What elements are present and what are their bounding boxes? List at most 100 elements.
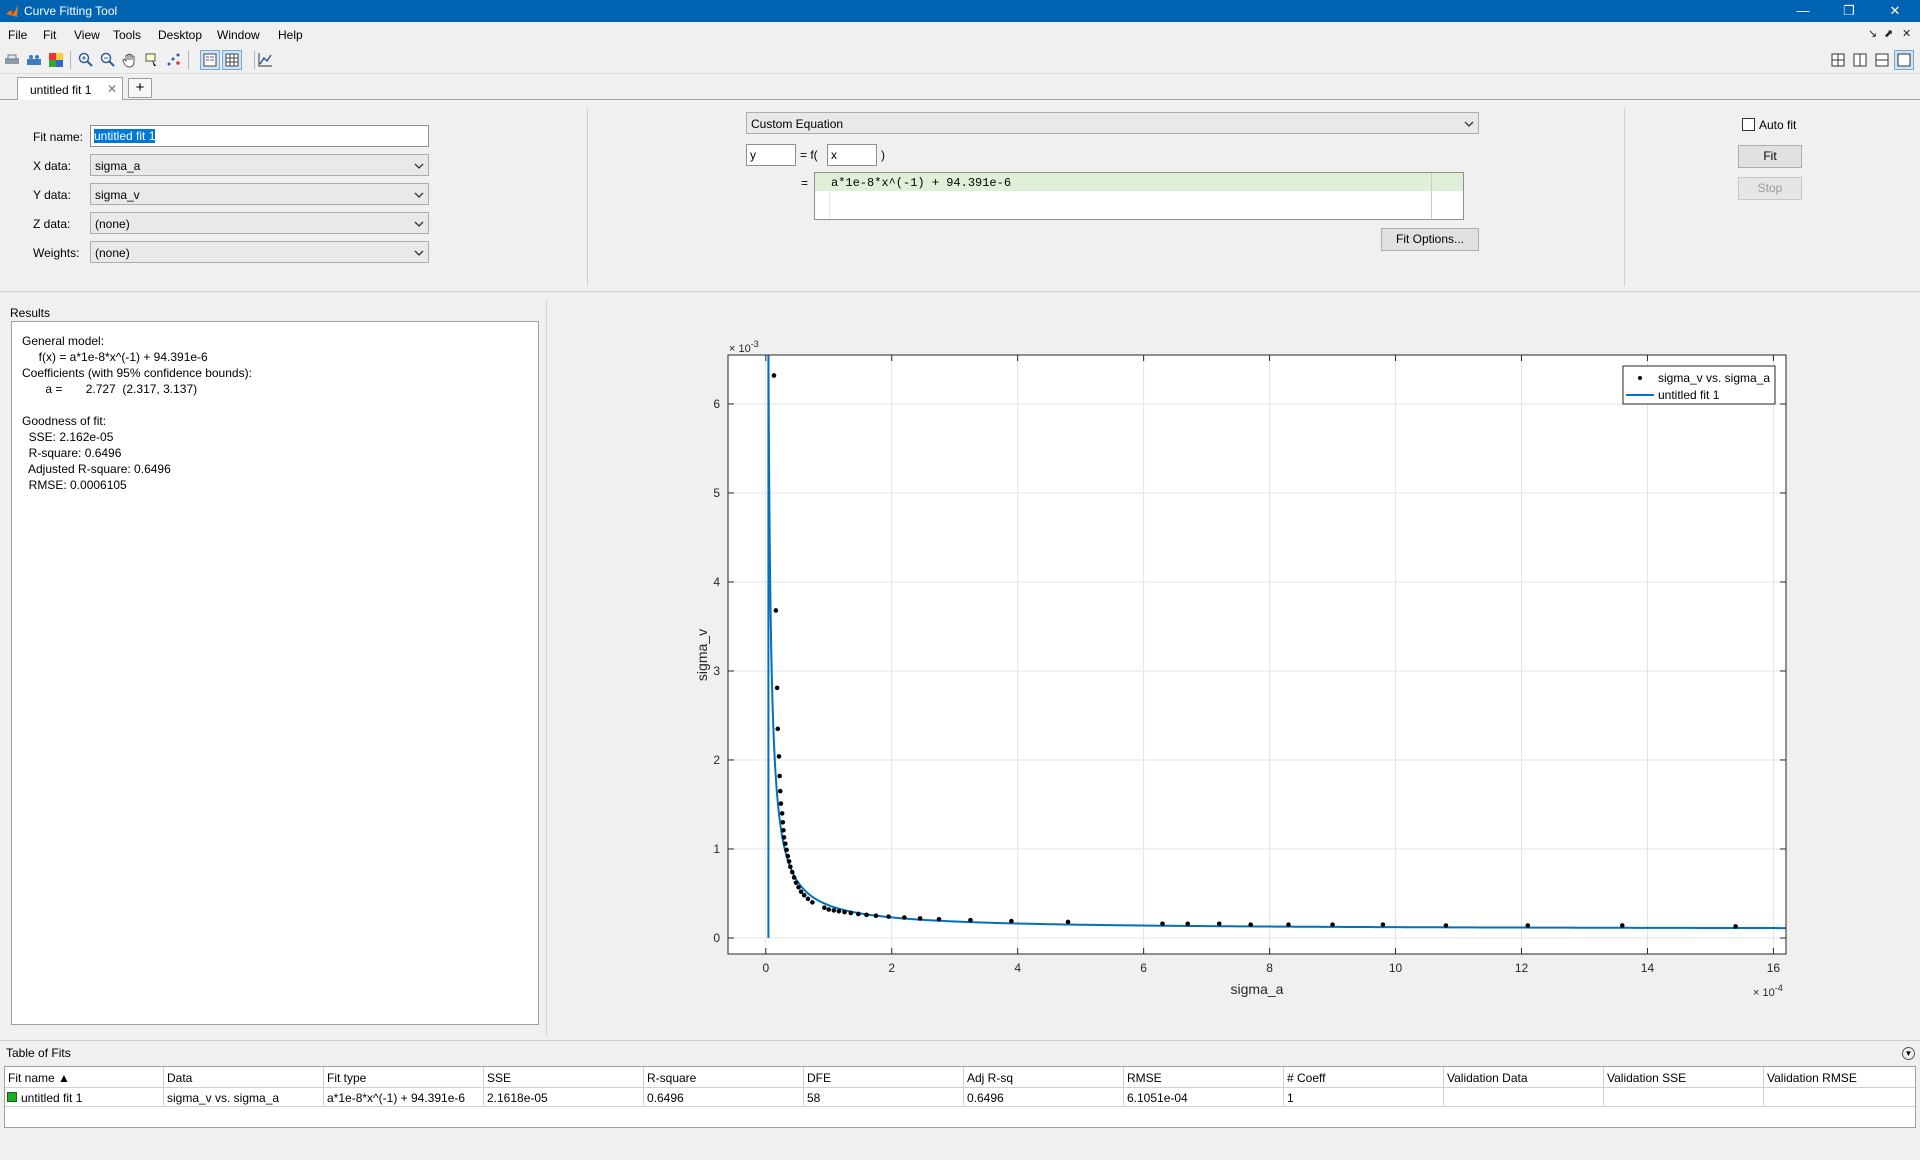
colormap-icon[interactable] bbox=[46, 50, 66, 70]
grid-toggle-icon[interactable] bbox=[222, 50, 242, 70]
y-data-label: Y data: bbox=[33, 188, 71, 202]
close-window-button[interactable]: ✕ bbox=[1889, 3, 1901, 18]
x-data-dropdown[interactable]: sigma_a bbox=[90, 154, 429, 176]
pan-hand-icon[interactable] bbox=[120, 50, 140, 70]
collapse-table-icon[interactable]: ▼ bbox=[1902, 1047, 1915, 1060]
data-point bbox=[776, 754, 782, 759]
zoom-out-icon[interactable] bbox=[98, 50, 118, 70]
x-tick-label: 12 bbox=[1515, 961, 1529, 975]
data-point bbox=[778, 801, 784, 806]
data-point bbox=[780, 819, 786, 825]
print-icon[interactable] bbox=[2, 50, 22, 70]
results-line: Goodness of fit: bbox=[22, 414, 107, 428]
z-data-dropdown[interactable]: (none) bbox=[90, 212, 429, 234]
menu-view[interactable]: View bbox=[74, 28, 100, 42]
column-header[interactable]: Adj R-sq bbox=[964, 1067, 1124, 1088]
column-header[interactable]: Data bbox=[164, 1067, 324, 1088]
zoom-in-icon[interactable] bbox=[76, 50, 96, 70]
x-tick-label: 14 bbox=[1641, 961, 1655, 975]
tab-close-icon[interactable]: ✕ bbox=[107, 82, 118, 96]
equation-editor[interactable]: a*1e-8*x^(-1) + 94.391e-6 bbox=[814, 172, 1464, 220]
data-point bbox=[1380, 922, 1386, 927]
x-tick-label: 10 bbox=[1389, 961, 1403, 975]
layout-columns-icon[interactable] bbox=[1850, 50, 1870, 70]
column-header[interactable]: Fit type bbox=[324, 1067, 484, 1088]
data-point bbox=[789, 869, 795, 875]
data-cursor-icon[interactable] bbox=[142, 50, 162, 70]
data-import-icon[interactable] bbox=[24, 50, 44, 70]
data-point bbox=[902, 915, 907, 920]
table-cell[interactable]: a*1e-8*x^(-1) + 94.391e-6 bbox=[324, 1088, 484, 1107]
data-point bbox=[1248, 922, 1254, 927]
restore-button[interactable]: ❐ bbox=[1843, 3, 1855, 18]
editor-gutter-highlight bbox=[1432, 173, 1463, 191]
independent-variable-input[interactable]: x bbox=[827, 144, 877, 166]
column-header[interactable]: Validation Data bbox=[1444, 1067, 1604, 1088]
table-cell[interactable]: 6.1051e-04 bbox=[1124, 1088, 1284, 1107]
fit-name-input[interactable]: untitled fit 1 bbox=[90, 125, 429, 147]
column-header[interactable]: # Coeff bbox=[1284, 1067, 1444, 1088]
auto-fit-checkbox[interactable] bbox=[1742, 118, 1755, 131]
data-point bbox=[822, 905, 827, 911]
table-cell[interactable]: 0.6496 bbox=[644, 1088, 804, 1107]
menu-fit[interactable]: Fit bbox=[43, 28, 57, 42]
weights-dropdown[interactable]: (none) bbox=[90, 241, 429, 263]
x-tick-label: 4 bbox=[1014, 961, 1021, 975]
fit-name-label: Fit name: bbox=[33, 130, 84, 144]
fits-table[interactable]: Fit name ▲ Data Fit type SSE R-square DF… bbox=[4, 1066, 1916, 1128]
results-line: RMSE: 0.0006105 bbox=[22, 478, 127, 492]
legend[interactable]: sigma_v vs. sigma_a untitled fit 1 bbox=[1622, 365, 1776, 405]
x-tick-label: 0 bbox=[762, 961, 769, 975]
new-fit-tab-button[interactable]: + bbox=[128, 78, 152, 98]
column-header[interactable]: R-square bbox=[644, 1067, 804, 1088]
table-cell[interactable]: 1 bbox=[1284, 1088, 1444, 1107]
data-point bbox=[1525, 923, 1531, 928]
column-header[interactable]: DFE bbox=[804, 1067, 964, 1088]
column-header[interactable]: Validation SSE bbox=[1604, 1067, 1764, 1088]
column-header[interactable]: SSE bbox=[484, 1067, 644, 1088]
data-point bbox=[848, 910, 854, 916]
column-header[interactable]: Fit name ▲ bbox=[5, 1067, 164, 1088]
column-header[interactable]: RMSE bbox=[1124, 1067, 1284, 1088]
data-point bbox=[786, 859, 792, 864]
editor-margin bbox=[829, 173, 830, 219]
axes-limits-icon[interactable] bbox=[255, 50, 275, 70]
fit-button[interactable]: Fit bbox=[1738, 145, 1802, 168]
layout-single-icon[interactable] bbox=[1894, 50, 1914, 70]
menu-help[interactable]: Help bbox=[278, 28, 303, 42]
menu-window[interactable]: Window bbox=[217, 28, 260, 42]
menu-tools[interactable]: Tools bbox=[113, 28, 142, 42]
menu-file[interactable]: File bbox=[8, 28, 28, 42]
legend-toggle-icon[interactable] bbox=[200, 50, 220, 70]
layout-rows-icon[interactable] bbox=[1872, 50, 1892, 70]
layout-grid-icon[interactable] bbox=[1828, 50, 1848, 70]
menu-desktop[interactable]: Desktop bbox=[158, 28, 203, 42]
table-cell[interactable]: 0.6496 bbox=[964, 1088, 1124, 1107]
exclude-outliers-icon[interactable] bbox=[164, 50, 184, 70]
chevron-down-icon bbox=[414, 163, 424, 169]
table-cell-fit-name[interactable]: untitled fit 1 bbox=[5, 1088, 164, 1107]
table-cell[interactable] bbox=[1444, 1088, 1604, 1107]
dock-icon[interactable]: ⬈ bbox=[1884, 28, 1894, 40]
undock-icon[interactable]: ↘ bbox=[1868, 28, 1878, 40]
tab-untitled-fit-1[interactable]: untitled fit 1 ✕ bbox=[17, 77, 123, 100]
table-cell[interactable]: sigma_v vs. sigma_a bbox=[164, 1088, 324, 1107]
table-cell[interactable] bbox=[1764, 1088, 1915, 1107]
results-line: SSE: 2.162e-05 bbox=[22, 430, 114, 444]
fit-options-button[interactable]: Fit Options... bbox=[1381, 228, 1479, 251]
auto-fit-label: Auto fit bbox=[1759, 118, 1797, 132]
table-cell[interactable] bbox=[1604, 1088, 1764, 1107]
y-data-dropdown[interactable]: sigma_v bbox=[90, 183, 429, 205]
table-cell[interactable]: 58 bbox=[804, 1088, 964, 1107]
data-point bbox=[864, 912, 869, 918]
fit-type-dropdown[interactable]: Custom Equation bbox=[746, 112, 1479, 134]
close-figure-icon[interactable]: ✕ bbox=[1902, 28, 1912, 40]
data-point bbox=[777, 773, 782, 779]
minimize-button[interactable]: — bbox=[1796, 3, 1810, 18]
table-cell[interactable]: 2.1618e-05 bbox=[484, 1088, 644, 1107]
dependent-variable-input[interactable]: y bbox=[746, 144, 796, 166]
y-tick-label: 5 bbox=[713, 486, 720, 500]
x-tick-label: 2 bbox=[888, 961, 895, 975]
column-header[interactable]: Validation RMSE bbox=[1764, 1067, 1915, 1088]
